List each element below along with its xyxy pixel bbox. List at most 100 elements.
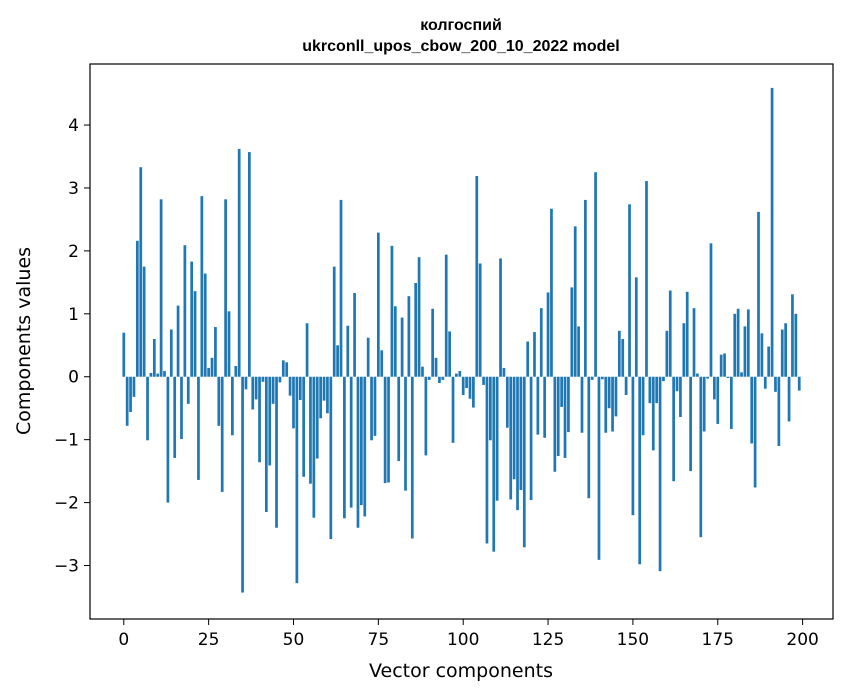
bar xyxy=(129,376,132,412)
bar xyxy=(774,376,777,392)
bar xyxy=(696,373,699,377)
bar xyxy=(780,329,784,377)
bar xyxy=(197,376,200,480)
bar xyxy=(753,376,757,488)
x-tick-label: 25 xyxy=(198,630,220,650)
bar xyxy=(662,376,665,382)
bar xyxy=(275,376,278,528)
bar xyxy=(254,376,258,400)
bar xyxy=(132,376,136,397)
x-tick-label: 150 xyxy=(617,630,649,650)
bar xyxy=(567,376,570,433)
bar xyxy=(281,360,285,377)
bar xyxy=(584,199,587,377)
bar xyxy=(248,152,251,377)
bar xyxy=(794,313,798,377)
bar xyxy=(319,376,322,419)
y-tick-label: −2 xyxy=(54,494,79,514)
bar xyxy=(451,376,455,443)
bar xyxy=(475,176,479,377)
bar xyxy=(176,305,180,377)
bar xyxy=(590,376,594,380)
bar xyxy=(448,331,451,377)
bar xyxy=(292,376,295,429)
bar xyxy=(152,338,156,377)
x-tick-label: 50 xyxy=(283,630,305,650)
bar xyxy=(539,308,543,377)
bar xyxy=(550,208,553,377)
bar xyxy=(424,376,428,456)
bar xyxy=(750,376,754,444)
bar xyxy=(227,311,231,377)
bar xyxy=(580,376,584,433)
bar xyxy=(380,350,384,377)
bar xyxy=(336,345,339,377)
bar xyxy=(305,323,309,377)
chart-title-line-1: колгоспий xyxy=(420,17,502,34)
bar xyxy=(169,329,173,377)
bar xyxy=(760,333,764,377)
bar xyxy=(326,376,329,414)
bar xyxy=(556,376,560,457)
bar xyxy=(628,204,631,377)
bar xyxy=(726,376,730,378)
bar xyxy=(234,366,238,377)
bar xyxy=(519,376,523,491)
bar xyxy=(543,376,547,438)
bar xyxy=(658,376,662,572)
bar xyxy=(322,376,326,401)
bar xyxy=(740,372,743,377)
x-tick-label: 0 xyxy=(118,630,129,650)
bar xyxy=(146,376,149,441)
bar xyxy=(458,371,462,377)
bar xyxy=(733,313,737,377)
y-tick-label: 0 xyxy=(68,368,79,388)
y-tick-label: 2 xyxy=(68,242,79,262)
x-tick-label: 125 xyxy=(532,630,564,650)
bar xyxy=(529,376,533,501)
bar xyxy=(438,376,441,384)
bar xyxy=(264,376,268,513)
bar xyxy=(743,326,747,377)
bar xyxy=(339,199,343,377)
bar xyxy=(393,306,397,377)
bar xyxy=(312,376,316,518)
bar xyxy=(631,376,635,516)
bar xyxy=(207,367,210,377)
bar xyxy=(404,376,407,491)
bar xyxy=(258,376,261,463)
x-tick-label: 75 xyxy=(368,630,390,650)
bar xyxy=(455,373,458,377)
bar xyxy=(268,376,272,466)
bar xyxy=(329,376,333,540)
x-axis-ticks: 0 25 50 75 100 125 150 175 200 xyxy=(118,619,819,650)
bar xyxy=(675,376,679,392)
bar xyxy=(373,376,377,436)
y-tick-label: 4 xyxy=(68,116,79,136)
bar xyxy=(665,330,669,377)
bar xyxy=(763,376,767,389)
bar xyxy=(485,376,489,544)
bar xyxy=(271,376,275,404)
bar xyxy=(397,376,401,462)
bar xyxy=(553,376,557,472)
bar xyxy=(784,323,788,377)
bar xyxy=(244,376,248,390)
bar xyxy=(648,376,652,404)
bar xyxy=(614,376,618,417)
bar xyxy=(376,232,380,377)
bar xyxy=(302,376,306,477)
bar xyxy=(709,243,713,377)
bar xyxy=(536,376,540,435)
x-tick-label: 200 xyxy=(786,630,818,650)
bar xyxy=(210,357,214,377)
bar xyxy=(512,376,516,480)
bar xyxy=(505,376,509,428)
bar xyxy=(465,376,468,389)
bar xyxy=(444,254,448,377)
y-tick-label: −3 xyxy=(54,557,79,577)
bar xyxy=(770,87,774,377)
bar xyxy=(577,326,580,377)
y-tick-label: 1 xyxy=(68,305,79,325)
bar xyxy=(607,376,611,409)
